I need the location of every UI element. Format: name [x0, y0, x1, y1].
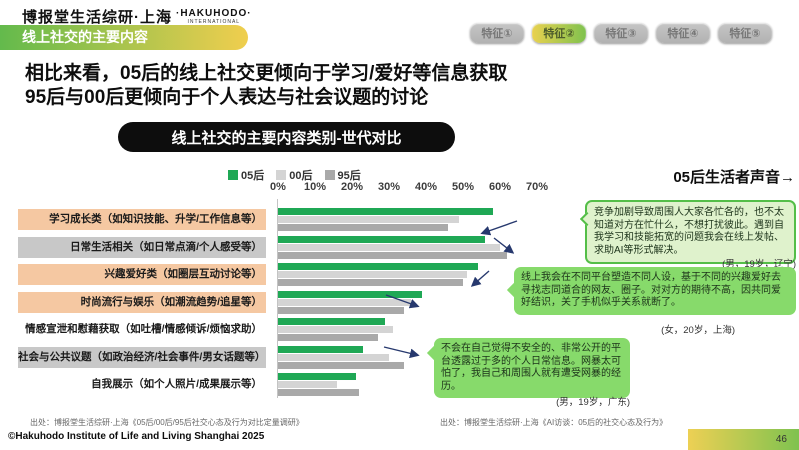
bar-95后: [278, 334, 378, 341]
chart-row-5: 情感宣泄和慰藉获取（如吐槽/情感倾诉/烦恼求助）: [0, 316, 799, 344]
copyright: ©Hakuhodo Institute of Life and Living S…: [8, 431, 265, 442]
category-label: 学习成长类（如知识技能、升学/工作信息等）: [18, 209, 266, 230]
page-title-line1: 相比来看，05后的线上社交更倾向于学习/爱好等信息获取: [25, 63, 508, 84]
section-title-pill: 线上社交的主要内容: [0, 25, 248, 50]
legend-swatch: [324, 170, 335, 180]
bar-stack: [278, 235, 508, 260]
page-title: 相比来看，05后的线上社交更倾向于学习/爱好等信息获取 95后与00后更倾向于个…: [25, 62, 507, 110]
legend-label: 95后: [337, 170, 361, 182]
bar-00后: [278, 298, 412, 306]
voices-heading: 05后生活者声音→: [673, 169, 795, 186]
chart-row-7: 自我展示（如个人照片/成果展示等）: [0, 371, 799, 399]
x-axis-tick: 50%: [451, 181, 475, 193]
legend-swatch: [276, 170, 287, 180]
bar-stack: [278, 208, 493, 232]
voice-bubble-3-text: 不会在自己觉得不安全的、非常公开的平台透露过于多的个人日常信息。网暴太可怕了，我…: [441, 343, 621, 392]
source-right: 出处：博报堂生活综研·上海《AI访谈：05后的社交心态及行为》: [440, 418, 668, 427]
brand-title: 博报堂生活综研·上海: [22, 9, 172, 26]
bar-95后: [278, 361, 404, 369]
bar-05后: [278, 290, 423, 298]
chart-row-3: 兴趣爱好类（如圈层互动讨论等）: [0, 261, 799, 289]
bar-stack: [278, 318, 393, 342]
y-axis-line: [277, 199, 278, 398]
category-label: 时尚流行与娱乐（如潮流趋势/追星等）: [18, 291, 266, 313]
legend-item-00后: 00后: [276, 167, 313, 183]
chart-row-6: 社会与公共议题（如政治经济/社会事件/男女话题等）: [0, 344, 799, 372]
x-axis-tick: 10%: [303, 181, 327, 193]
bar-00后: [278, 381, 338, 388]
bar-05后: [278, 318, 386, 325]
tab-feature-5[interactable]: 特征⑤: [718, 23, 772, 43]
bar-00后: [278, 243, 500, 251]
category-label: 情感宣泄和慰藉获取（如吐槽/情感倾诉/烦恼求助）: [25, 323, 262, 335]
bar-05后: [278, 345, 364, 353]
voice-bubble-2-attribution: (女，20岁，上海): [661, 325, 735, 336]
voice-bubble-2-text: 线上我会在不同平台塑造不同人设，基于不同的兴趣爱好去寻找志同道合的网友、圈子。对…: [521, 272, 781, 308]
bar-95后: [278, 306, 404, 314]
tab-feature-1[interactable]: 特征①: [470, 23, 524, 43]
chart-row-4: 时尚流行与娱乐（如潮流趋势/追星等）: [0, 289, 799, 317]
bar-95后: [278, 224, 449, 231]
chart-row-2: 日常生活相关（如日常点滴/个人感受等）: [0, 234, 799, 262]
bar-stack: [278, 263, 478, 287]
bar-00后: [278, 216, 460, 223]
bar-stack: [278, 345, 404, 370]
category-label: 兴趣爱好类（如圈层互动讨论等）: [18, 264, 266, 285]
chart-legend: 05后 00后 95后: [228, 167, 361, 183]
bar-95后: [278, 389, 360, 396]
bar-00后: [278, 353, 389, 361]
bar-00后: [278, 326, 393, 333]
hakuhodo-logo-text: ·HAKUHODO·: [176, 8, 252, 19]
bar-95后: [278, 251, 508, 259]
bar-05后: [278, 373, 356, 380]
x-axis-tick: 30%: [377, 181, 401, 193]
bar-05后: [278, 208, 493, 215]
legend-swatch: [228, 170, 238, 180]
source-left: 出处：博报堂生活综研·上海《05后/00后/95后社交心态及行为对比定量调研》: [30, 418, 304, 427]
x-axis-tick: 0%: [270, 181, 286, 193]
legend-item-05后: 05后: [228, 167, 264, 183]
voice-bubble-1-attribution: (男，19岁，辽宁): [722, 259, 796, 270]
page-title-line2: 95后与00后更倾向于个人表达与社会议题的讨论: [25, 87, 429, 108]
voice-bubble-1-text: 竞争加剧导致周围人大家各忙各的，也不太知道对方在忙什么，不想打扰彼此。遇到自我学…: [594, 207, 784, 256]
legend-label: 00后: [289, 170, 313, 182]
feature-tabs: 特征① 特征② 特征③ 特征④ 特征⑤: [470, 23, 772, 43]
bar-95后: [278, 279, 463, 286]
legend-item-95后: 95后: [324, 167, 361, 183]
category-label: 日常生活相关（如日常点滴/个人感受等）: [18, 236, 266, 258]
page-number: 46: [775, 434, 787, 445]
voice-bubble-3: 不会在自己觉得不安全的、非常公开的平台透露过于多的个人日常信息。网暴太可怕了，我…: [426, 338, 630, 398]
chart-row-1: 学习成长类（如知识技能、升学/工作信息等）: [0, 206, 799, 234]
bar-stack: [278, 373, 360, 397]
bar-00后: [278, 271, 467, 278]
tab-feature-2[interactable]: 特征②: [532, 23, 586, 43]
bar-05后: [278, 235, 486, 243]
hakuhodo-logo-subtext: INTERNATIONAL: [187, 19, 241, 25]
hakuhodo-logo: ·HAKUHODO· INTERNATIONAL: [176, 8, 252, 25]
page-number-bar: 46: [688, 429, 799, 450]
bar-stack: [278, 290, 423, 315]
x-axis-tick: 40%: [414, 181, 438, 193]
voice-bubble-1: 竞争加剧导致周围人大家各忙各的，也不太知道对方在忙什么，不想打扰彼此。遇到自我学…: [579, 200, 796, 264]
bar-05后: [278, 263, 478, 270]
x-axis-tick: 60%: [488, 181, 512, 193]
category-label: 社会与公共议题（如政治经济/社会事件/男女话题等）: [18, 346, 266, 368]
legend-label: 05后: [241, 170, 265, 182]
voice-bubble-3-attribution: (男，19岁，广东): [556, 397, 630, 408]
chart-title-pill: 线上社交的主要内容类别-世代对比: [118, 122, 455, 152]
voice-bubble-2: 线上我会在不同平台塑造不同人设，基于不同的兴趣爱好去寻找志同道合的网友、圈子。对…: [506, 267, 796, 315]
tab-feature-3[interactable]: 特征③: [594, 23, 648, 43]
category-label: 自我展示（如个人照片/成果展示等）: [91, 378, 262, 390]
tab-feature-4[interactable]: 特征④: [656, 23, 710, 43]
x-axis-tick: 70%: [525, 181, 549, 193]
x-axis-tick: 20%: [340, 181, 364, 193]
